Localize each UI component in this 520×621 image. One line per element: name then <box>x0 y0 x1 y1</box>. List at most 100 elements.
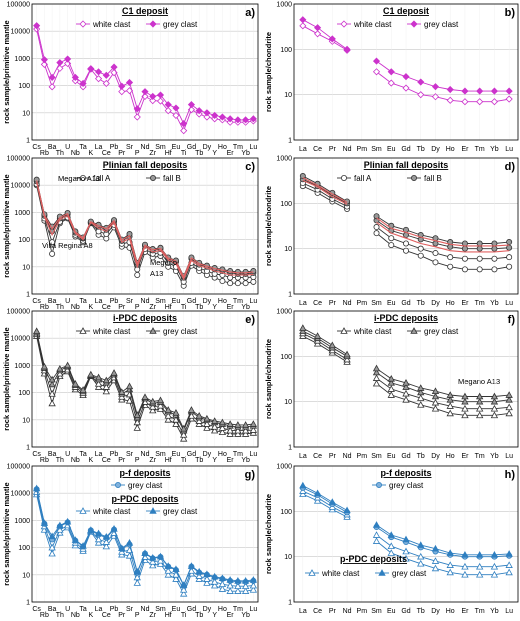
chart-panel: 1 10 100 1000 La Ce Pr Nd Pm Sm Eu Gd Tb Dy Ho Er Tm Yb Lu… <box>264 464 519 615</box>
data-point <box>226 420 234 427</box>
y-tick-label: 1000 <box>14 210 30 217</box>
data-point <box>340 327 348 334</box>
x-tick-label: Pm <box>357 608 368 615</box>
data-point <box>447 254 454 261</box>
data-point <box>417 91 425 99</box>
x-tick-label: Ce <box>102 150 111 157</box>
data-point <box>417 552 425 560</box>
data-point <box>249 576 258 583</box>
data-point <box>180 431 188 438</box>
data-point <box>172 415 180 423</box>
x-tick-label: Ba <box>48 451 57 458</box>
data-point <box>506 263 513 270</box>
x-tick-label: Ce <box>313 453 322 460</box>
x-tick-label: Sr <box>126 606 134 613</box>
data-point <box>210 426 219 434</box>
data-point <box>226 115 234 123</box>
x-tick-label: P <box>135 612 140 619</box>
x-tick-label: Ba <box>48 606 57 613</box>
x-tick-label: Pb <box>110 606 119 613</box>
data-point <box>249 581 258 589</box>
x-tick-label: Tm <box>475 608 485 615</box>
data-point <box>195 107 203 115</box>
data-point <box>102 387 110 395</box>
series-line <box>302 327 510 397</box>
chart-title: Plinian fall deposits <box>103 160 188 170</box>
x-tick-label: Ho <box>446 146 455 153</box>
y-tick-label: 10000 <box>11 29 31 36</box>
chart-title: p-f deposits <box>381 468 432 478</box>
data-point <box>195 417 203 424</box>
data-point <box>234 577 242 584</box>
data-point <box>234 582 242 590</box>
data-point <box>40 56 48 64</box>
x-tick-label: Pr <box>118 612 126 619</box>
x-tick-label: Eu <box>387 146 396 153</box>
x-tick-label: Sm <box>371 608 382 615</box>
chart-panel: 110100100010000100000CsRbBaThUNbTaKLaCeP… <box>2 464 259 619</box>
x-tick-label: Ta <box>79 606 87 613</box>
data-point <box>410 174 417 181</box>
data-point <box>203 109 211 117</box>
y-tick-label: 100 <box>280 47 292 54</box>
x-tick-label: Ti <box>181 150 187 157</box>
x-tick-label: Gd <box>401 300 410 307</box>
x-tick-label: Er <box>227 304 235 311</box>
x-tick-label: Dy <box>431 453 440 460</box>
data-point <box>461 266 468 273</box>
data-point <box>299 481 307 489</box>
x-tick-label: U <box>65 144 70 151</box>
x-tick-label: Nd <box>343 453 352 460</box>
data-point <box>210 578 219 585</box>
legend-label: grey clast <box>163 507 198 516</box>
data-point <box>387 531 395 538</box>
data-point <box>94 538 103 546</box>
series-line <box>302 177 510 247</box>
data-point <box>446 409 454 417</box>
data-point <box>476 392 484 400</box>
x-tick-label: Tm <box>475 146 485 153</box>
data-point <box>218 418 227 426</box>
data-point <box>490 98 498 106</box>
legend-label: grey clast <box>128 481 163 490</box>
data-point <box>402 383 410 390</box>
data-point <box>417 252 424 259</box>
x-tick-label: Yb <box>490 300 499 307</box>
data-point <box>375 481 382 488</box>
x-tick-label: Th <box>56 612 64 619</box>
data-point <box>446 561 454 568</box>
x-tick-label: Tm <box>233 606 243 613</box>
chart-title: i-PDC deposits <box>113 313 177 323</box>
data-point <box>490 397 499 405</box>
x-tick-label: Ti <box>181 612 187 619</box>
data-point <box>195 412 203 419</box>
data-point <box>476 98 484 106</box>
data-point <box>491 255 498 262</box>
data-point <box>40 362 49 370</box>
y-axis-label: rock sample/chondrite <box>264 339 273 419</box>
x-tick-label: Ho <box>446 453 455 460</box>
x-tick-label: Tb <box>195 457 203 464</box>
x-tick-label: Gd <box>187 451 196 458</box>
x-tick-label: Eu <box>172 606 181 613</box>
x-tick-label: Eu <box>387 453 396 460</box>
x-tick-label: Dy <box>203 606 212 613</box>
x-tick-label: La <box>299 608 307 615</box>
data-point <box>133 579 141 586</box>
x-tick-label: Tb <box>195 304 203 311</box>
data-point <box>149 397 157 405</box>
x-tick-label: Dy <box>203 451 212 458</box>
data-point <box>242 116 250 124</box>
x-tick-label: Th <box>56 150 64 157</box>
data-point <box>149 97 157 105</box>
data-point <box>234 421 242 428</box>
y-tick-label: 1000 <box>276 156 292 163</box>
series-line <box>302 335 510 416</box>
x-tick-label: Rb <box>40 304 49 311</box>
data-point <box>125 78 134 87</box>
data-point <box>195 572 203 579</box>
data-point <box>172 111 180 120</box>
data-point <box>476 570 484 578</box>
data-point <box>156 556 165 564</box>
data-point <box>410 327 418 334</box>
